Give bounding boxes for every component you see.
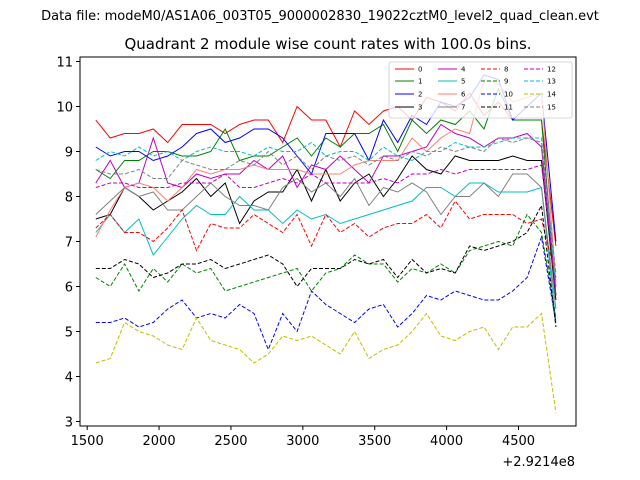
series-line-12	[95, 164, 557, 287]
y-tick-label: 9	[65, 146, 73, 161]
x-tick-label: 3000	[286, 434, 319, 449]
legend-label-1: 1	[418, 78, 422, 86]
series-line-3	[95, 155, 557, 301]
chart-title: Quadrant 2 module wise count rates with …	[124, 35, 531, 53]
y-tick-label: 4	[65, 371, 73, 386]
x-tick-label: 2000	[143, 434, 176, 449]
series-line-9	[95, 213, 557, 319]
legend-label-3: 3	[418, 104, 422, 112]
y-tick-label: 6	[65, 281, 73, 296]
legend-label-0: 0	[418, 66, 422, 74]
legend-label-15: 15	[547, 104, 556, 112]
legend-label-8: 8	[504, 66, 508, 74]
x-tick-label: 2500	[214, 434, 247, 449]
y-tick-label: 5	[65, 326, 73, 341]
legend-label-5: 5	[461, 78, 465, 86]
series-line-10	[95, 235, 557, 351]
y-tick-label: 7	[65, 236, 73, 251]
legend-label-7: 7	[461, 104, 465, 112]
y-axis: 3 4 5 6 7 8 9 10 11	[56, 56, 80, 431]
y-tick-label: 3	[65, 416, 73, 431]
data-file-label: Data file: modeM0/AS1A06_003T05_90000028…	[41, 9, 599, 24]
legend-label-6: 6	[461, 91, 466, 99]
x-tick-label: 3500	[358, 434, 391, 449]
series-line-5	[95, 182, 557, 323]
legend-label-10: 10	[504, 91, 513, 99]
series-line-11	[95, 203, 557, 328]
y-tick-label: 11	[56, 56, 73, 71]
x-tick-label: 4000	[430, 434, 463, 449]
legend-label-13: 13	[547, 78, 556, 86]
series-lines	[95, 74, 557, 413]
x-tick-label: 4500	[502, 434, 535, 449]
x-axis: 1500 2000 2500 3000 3500 4000 4500	[71, 426, 535, 449]
legend-label-12: 12	[547, 66, 556, 74]
series-line-8	[95, 200, 557, 278]
y-tick-label: 10	[56, 101, 73, 116]
legend-label-11: 11	[504, 104, 513, 112]
legend-label-4: 4	[461, 66, 466, 74]
series-line-13	[95, 137, 557, 287]
y-tick-label: 8	[65, 191, 73, 206]
x-offset-label: +2.9214e8	[502, 455, 575, 470]
x-tick-label: 1500	[71, 434, 104, 449]
series-line-4	[95, 123, 557, 296]
legend-label-9: 9	[504, 78, 508, 86]
legend-frame	[388, 61, 573, 119]
series-line-14	[95, 312, 557, 413]
legend-label-14: 14	[547, 91, 556, 99]
series-line-7	[95, 173, 557, 310]
series-line-15	[95, 137, 557, 274]
legend-label-2: 2	[418, 91, 422, 99]
